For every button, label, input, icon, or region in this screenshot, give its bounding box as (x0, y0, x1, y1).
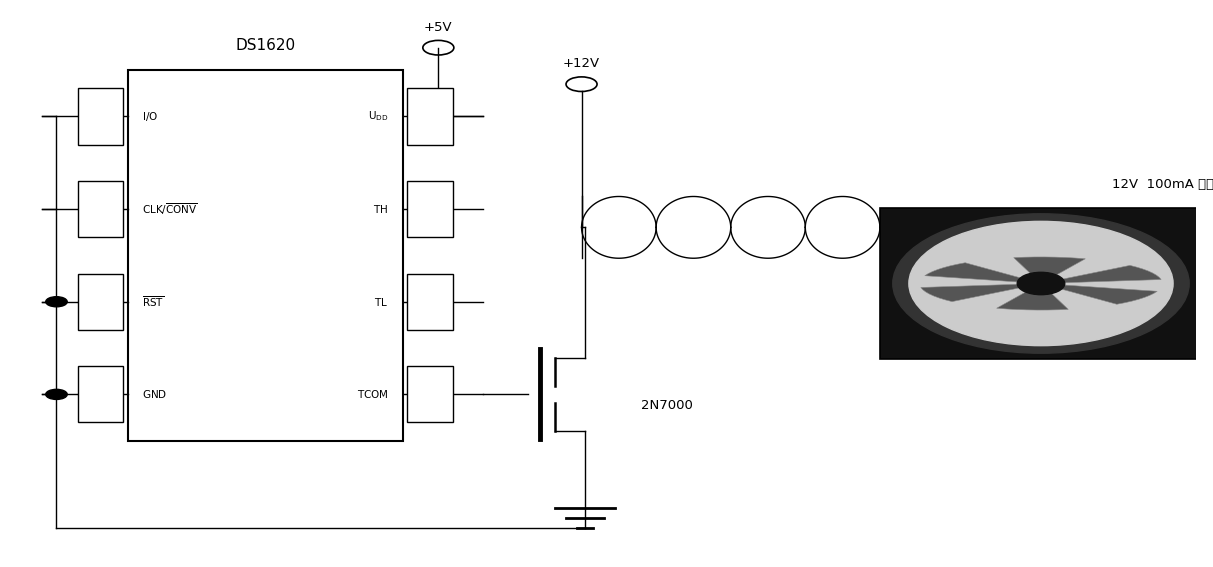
FancyBboxPatch shape (879, 208, 1202, 359)
Text: $\mathrm{TH}$: $\mathrm{TH}$ (374, 203, 388, 215)
Circle shape (893, 214, 1189, 353)
FancyBboxPatch shape (78, 274, 124, 330)
Circle shape (909, 221, 1173, 346)
Text: $\mathrm{TL}$: $\mathrm{TL}$ (374, 296, 388, 308)
Polygon shape (1014, 257, 1086, 278)
Text: $\mathrm{I/O}$: $\mathrm{I/O}$ (142, 110, 159, 123)
Text: 12V  100mA 风扇: 12V 100mA 风扇 (1112, 178, 1213, 191)
Circle shape (1018, 272, 1065, 295)
Polygon shape (1055, 285, 1157, 304)
Text: $\mathrm{U_{DD}}$: $\mathrm{U_{DD}}$ (368, 109, 388, 124)
Text: DS1620: DS1620 (235, 39, 296, 53)
Text: +5V: +5V (425, 20, 452, 33)
Polygon shape (1059, 265, 1161, 283)
Circle shape (46, 390, 67, 399)
FancyBboxPatch shape (129, 70, 403, 441)
Polygon shape (997, 289, 1069, 310)
FancyBboxPatch shape (408, 366, 452, 422)
FancyBboxPatch shape (78, 88, 124, 145)
FancyBboxPatch shape (78, 181, 124, 237)
Circle shape (46, 297, 67, 307)
Text: $\mathrm{TCOM}$: $\mathrm{TCOM}$ (357, 388, 388, 400)
Text: +12V: +12V (563, 57, 600, 70)
Text: $\mathrm{\overline{RST}}$: $\mathrm{\overline{RST}}$ (142, 294, 165, 309)
Text: $\mathrm{GND}$: $\mathrm{GND}$ (142, 388, 167, 400)
Text: $\mathrm{CLK/\overline{CONV}}$: $\mathrm{CLK/\overline{CONV}}$ (142, 201, 198, 217)
FancyBboxPatch shape (408, 274, 452, 330)
FancyBboxPatch shape (408, 181, 452, 237)
FancyBboxPatch shape (408, 88, 452, 145)
Polygon shape (924, 263, 1026, 282)
Text: 2N7000: 2N7000 (642, 399, 693, 412)
FancyBboxPatch shape (78, 366, 124, 422)
Polygon shape (921, 284, 1024, 302)
